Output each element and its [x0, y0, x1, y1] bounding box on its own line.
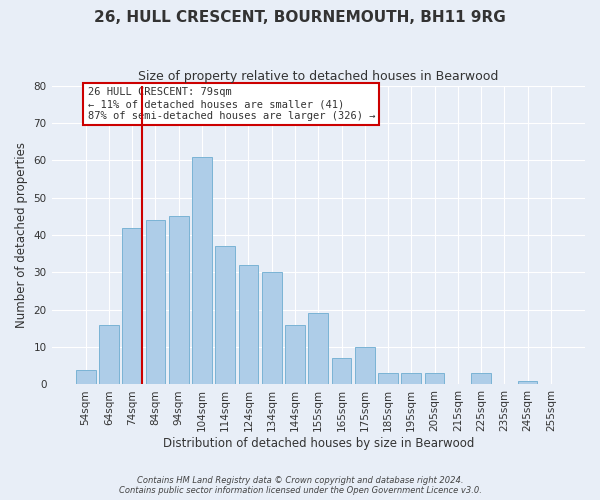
Bar	[215, 246, 235, 384]
Y-axis label: Number of detached properties: Number of detached properties	[15, 142, 28, 328]
Text: 26 HULL CRESCENT: 79sqm
← 11% of detached houses are smaller (41)
87% of semi-de: 26 HULL CRESCENT: 79sqm ← 11% of detache…	[88, 88, 375, 120]
Bar	[518, 380, 538, 384]
Bar	[285, 324, 305, 384]
Bar	[76, 370, 95, 384]
Bar	[425, 373, 445, 384]
Bar	[308, 314, 328, 384]
Bar	[99, 324, 119, 384]
Bar	[239, 265, 259, 384]
X-axis label: Distribution of detached houses by size in Bearwood: Distribution of detached houses by size …	[163, 437, 474, 450]
Bar	[192, 156, 212, 384]
Text: Contains HM Land Registry data © Crown copyright and database right 2024.
Contai: Contains HM Land Registry data © Crown c…	[119, 476, 481, 495]
Bar	[262, 272, 281, 384]
Bar	[355, 347, 374, 385]
Text: 26, HULL CRESCENT, BOURNEMOUTH, BH11 9RG: 26, HULL CRESCENT, BOURNEMOUTH, BH11 9RG	[94, 10, 506, 25]
Bar	[169, 216, 188, 384]
Bar	[146, 220, 166, 384]
Bar	[122, 228, 142, 384]
Bar	[471, 373, 491, 384]
Bar	[332, 358, 352, 384]
Title: Size of property relative to detached houses in Bearwood: Size of property relative to detached ho…	[138, 70, 499, 83]
Bar	[401, 373, 421, 384]
Bar	[378, 373, 398, 384]
